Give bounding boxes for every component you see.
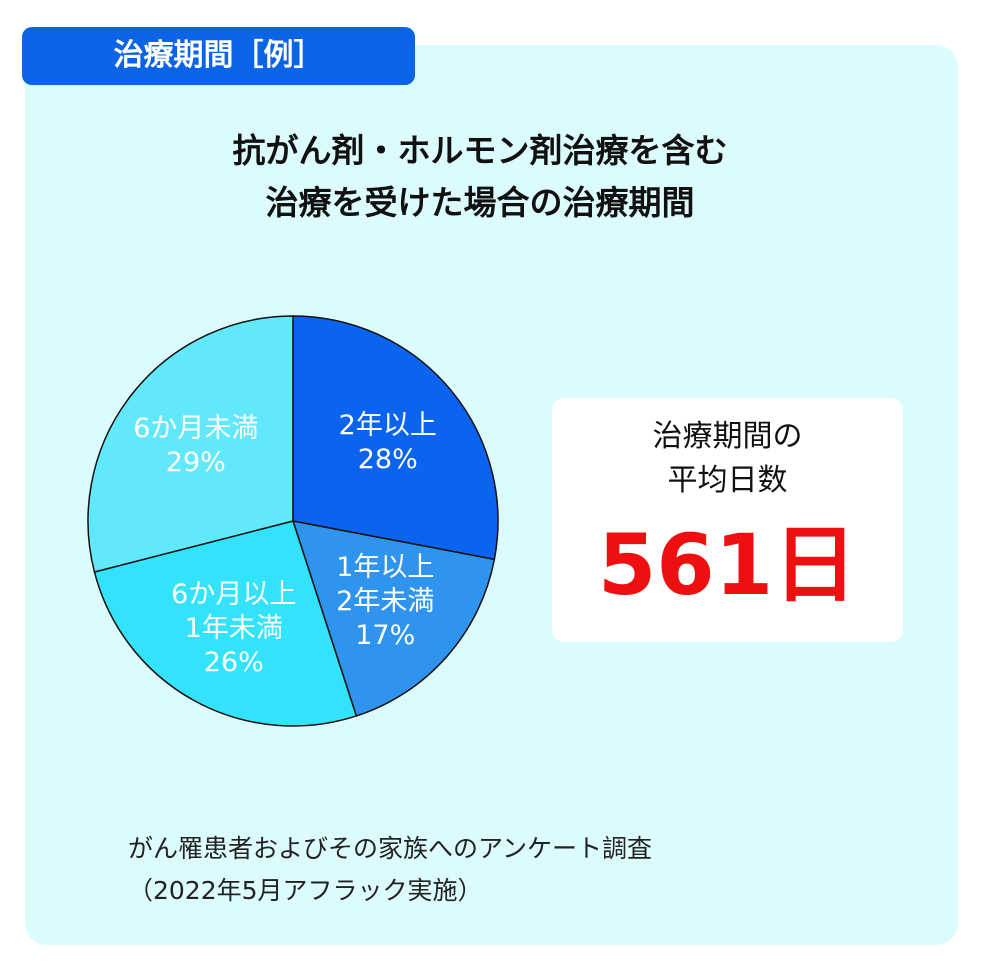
slice-category: 6か月以上 1年未満	[171, 578, 297, 644]
slice-label: 6か月未満 29%	[133, 412, 258, 480]
pie-slice	[291, 520, 496, 717]
slice-value: 26%	[203, 646, 264, 678]
tag: 治療期間［例］	[22, 27, 415, 85]
slice-label: 6か月以上 1年未満 26%	[171, 578, 296, 680]
slice-label: 2年以上 28%	[339, 409, 437, 477]
summary-value: 561日	[597, 516, 858, 614]
slice-value: 29%	[165, 446, 226, 478]
chart-title: 抗がん剤・ホルモン剤治療を含む 治療を受けた場合の治療期間	[232, 131, 728, 222]
slice-value: 28%	[357, 443, 418, 475]
slice-category: 2年以上	[338, 409, 437, 441]
summary-box	[552, 398, 903, 642]
pie-slice	[93, 520, 358, 727]
slice-category: 1年以上 2年未満	[336, 552, 435, 618]
slice-label: 1年以上 2年未満 17%	[336, 551, 434, 653]
summary-label: 治療期間の 平均日数	[652, 419, 803, 498]
pie-slice	[87, 315, 294, 573]
slice-category: 6か月未満	[133, 412, 259, 444]
source-note: がん罹患者およびその家族へのアンケート調査 （2022年5月アフラック実施）	[128, 834, 653, 905]
pie-slice	[292, 315, 499, 561]
slice-value: 17%	[355, 620, 416, 652]
